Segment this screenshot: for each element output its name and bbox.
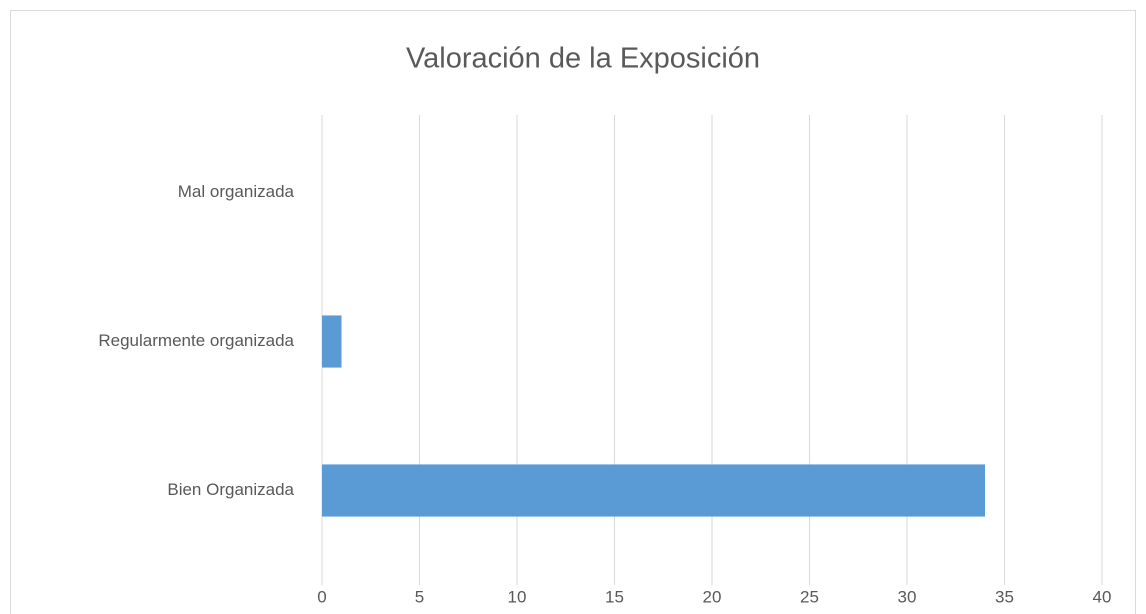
x-tick-label: 20 [703, 587, 722, 606]
y-tick-label: Bien Organizada [167, 480, 294, 499]
x-tick-label: 25 [800, 587, 819, 606]
x-tick-label: 0 [317, 587, 326, 606]
x-tick-label: 35 [995, 587, 1014, 606]
x-tick-label: 5 [415, 587, 424, 606]
chart-title: Valoración de la Exposición [406, 43, 760, 75]
x-tick-label: 40 [1093, 587, 1112, 606]
bar [322, 315, 342, 368]
x-tick-label: 10 [508, 587, 527, 606]
bar [322, 464, 985, 517]
y-tick-label: Mal organizada [178, 182, 295, 201]
x-tick-label: 30 [898, 587, 917, 606]
x-tick-label: 15 [605, 587, 624, 606]
y-tick-label: Regularmente organizada [98, 331, 294, 350]
chart-border [10, 10, 1136, 614]
